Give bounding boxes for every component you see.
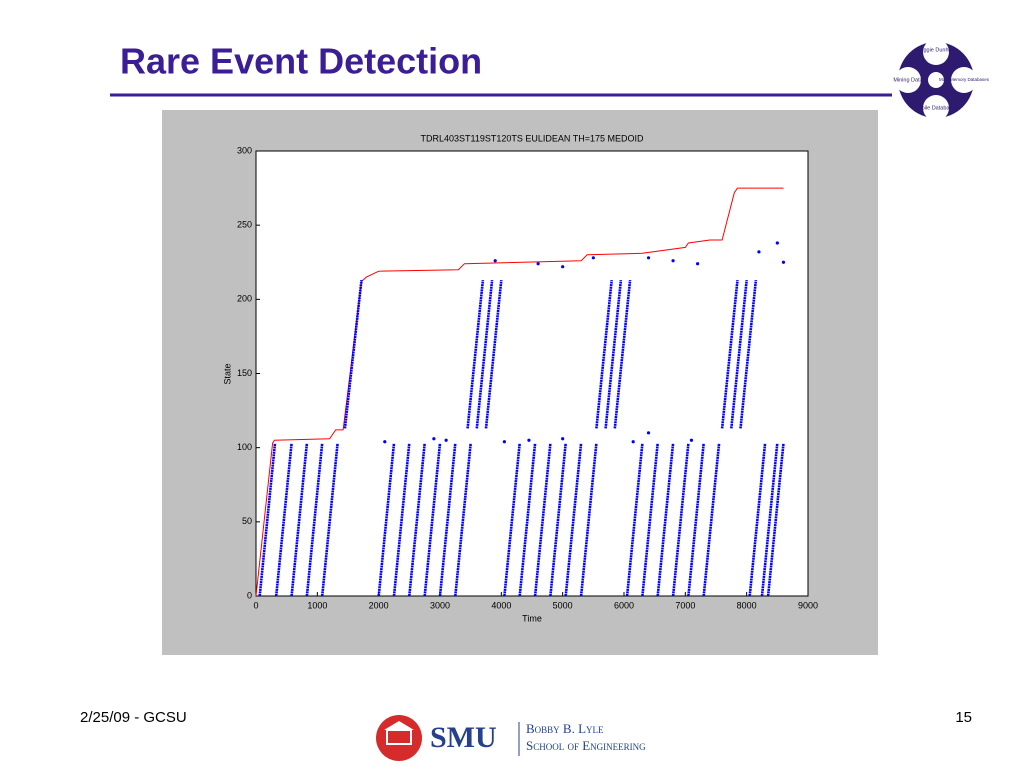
logo-roof <box>384 721 414 730</box>
data-point <box>561 437 565 441</box>
state-streak <box>484 279 503 429</box>
state-streak <box>604 279 623 429</box>
state-streak <box>671 443 690 597</box>
logo-center <box>928 72 944 88</box>
slide-title: Rare Event Detection <box>120 41 482 82</box>
footer-date: 2/25/09 - GCSU <box>80 709 187 726</box>
state-streak <box>438 443 457 597</box>
x-tick-label: 8000 <box>737 600 757 610</box>
state-streak <box>739 279 758 429</box>
data-point <box>432 437 436 441</box>
state-streak <box>503 443 521 597</box>
x-tick-label: 7000 <box>675 600 695 610</box>
y-tick-label: 200 <box>237 294 252 304</box>
y-axis-label: State <box>222 363 232 384</box>
top-logo: Maggie Dunham Mining Data Main Memory Da… <box>893 39 990 121</box>
state-streak <box>392 443 411 597</box>
logo-disc <box>951 67 977 93</box>
logo-text: Mining Data <box>893 77 923 83</box>
y-tick-label: 150 <box>237 368 252 378</box>
state-streak <box>748 443 767 597</box>
state-streak <box>423 443 442 597</box>
state-streak <box>466 279 485 429</box>
logo-line: Bobby B. Lyle <box>526 721 604 736</box>
state-streak <box>641 443 659 597</box>
state-streak <box>720 279 739 429</box>
state-streak <box>730 279 748 429</box>
state-streak <box>454 443 472 597</box>
state-streak <box>475 279 494 429</box>
y-tick-label: 50 <box>242 516 252 526</box>
data-point <box>696 262 700 266</box>
state-streak <box>305 443 324 597</box>
logo-name: SMU <box>430 721 497 754</box>
y-tick-label: 300 <box>237 145 252 155</box>
x-tick-label: 0 <box>253 600 258 610</box>
bottom-logo: SMU Bobby B. Lyle School of Engineering <box>376 715 646 761</box>
state-streak <box>564 443 583 597</box>
state-streak <box>258 443 277 597</box>
state-streak <box>408 443 426 597</box>
x-tick-label: 1000 <box>307 600 327 610</box>
logo-text: Maggie Dunham <box>916 47 957 53</box>
data-point <box>383 440 387 444</box>
data-point <box>631 440 635 444</box>
data-point <box>502 440 506 444</box>
logo-text: Main Memory Databases <box>939 77 990 82</box>
data-point <box>493 259 497 263</box>
x-tick-label: 6000 <box>614 600 634 610</box>
state-streak <box>702 443 721 597</box>
state-streak <box>377 443 396 597</box>
state-streak <box>343 279 363 429</box>
logo-disc <box>923 95 949 121</box>
state-streak <box>595 279 613 429</box>
logo-text: Mobile Databases <box>914 105 958 111</box>
state-streak <box>687 443 705 597</box>
x-tick-label: 9000 <box>798 600 818 610</box>
y-tick-label: 0 <box>247 590 252 600</box>
chart-title: TDRL403ST119ST120TS EULIDEAN TH=175 MEDO… <box>420 133 644 143</box>
logo-disc <box>923 39 949 65</box>
logo-disc <box>895 67 921 93</box>
state-streak <box>274 443 293 597</box>
state-streak <box>320 443 339 597</box>
state-streak <box>290 443 309 597</box>
data-point <box>781 260 786 264</box>
data-point <box>671 259 675 263</box>
state-streak <box>656 443 675 597</box>
x-tick-label: 3000 <box>430 600 450 610</box>
y-tick-label: 100 <box>237 442 252 452</box>
threshold-line <box>255 187 784 597</box>
x-tick-label: 5000 <box>553 600 573 610</box>
data-point <box>646 256 651 260</box>
state-streak <box>766 443 785 597</box>
plot: 0 1000 2000 3000 4000 5000 6000 7000 8000 9000 0 50… <box>237 145 818 610</box>
data-point <box>527 438 531 442</box>
data-point <box>591 256 595 260</box>
state-streak <box>533 443 552 597</box>
logo-seal <box>376 715 422 761</box>
x-tick-label: 4000 <box>491 600 511 610</box>
state-streak <box>760 443 779 597</box>
x-tick-label: 2000 <box>369 600 389 610</box>
x-axis-label: Time <box>522 613 542 623</box>
data-point <box>775 241 779 245</box>
data-point <box>444 438 448 442</box>
data-point <box>536 262 540 266</box>
state-streak <box>613 279 632 429</box>
state-streak <box>518 443 537 597</box>
state-streak <box>549 443 567 597</box>
plot-area <box>255 150 809 597</box>
logo-line: School of Engineering <box>526 738 646 753</box>
data-point <box>561 265 565 269</box>
data-point <box>757 250 761 254</box>
page-number: 15 <box>955 709 972 726</box>
state-streak <box>625 443 644 597</box>
data-point <box>689 438 694 442</box>
data-point <box>646 431 651 435</box>
state-streak <box>579 443 598 597</box>
y-tick-label: 250 <box>237 220 252 230</box>
